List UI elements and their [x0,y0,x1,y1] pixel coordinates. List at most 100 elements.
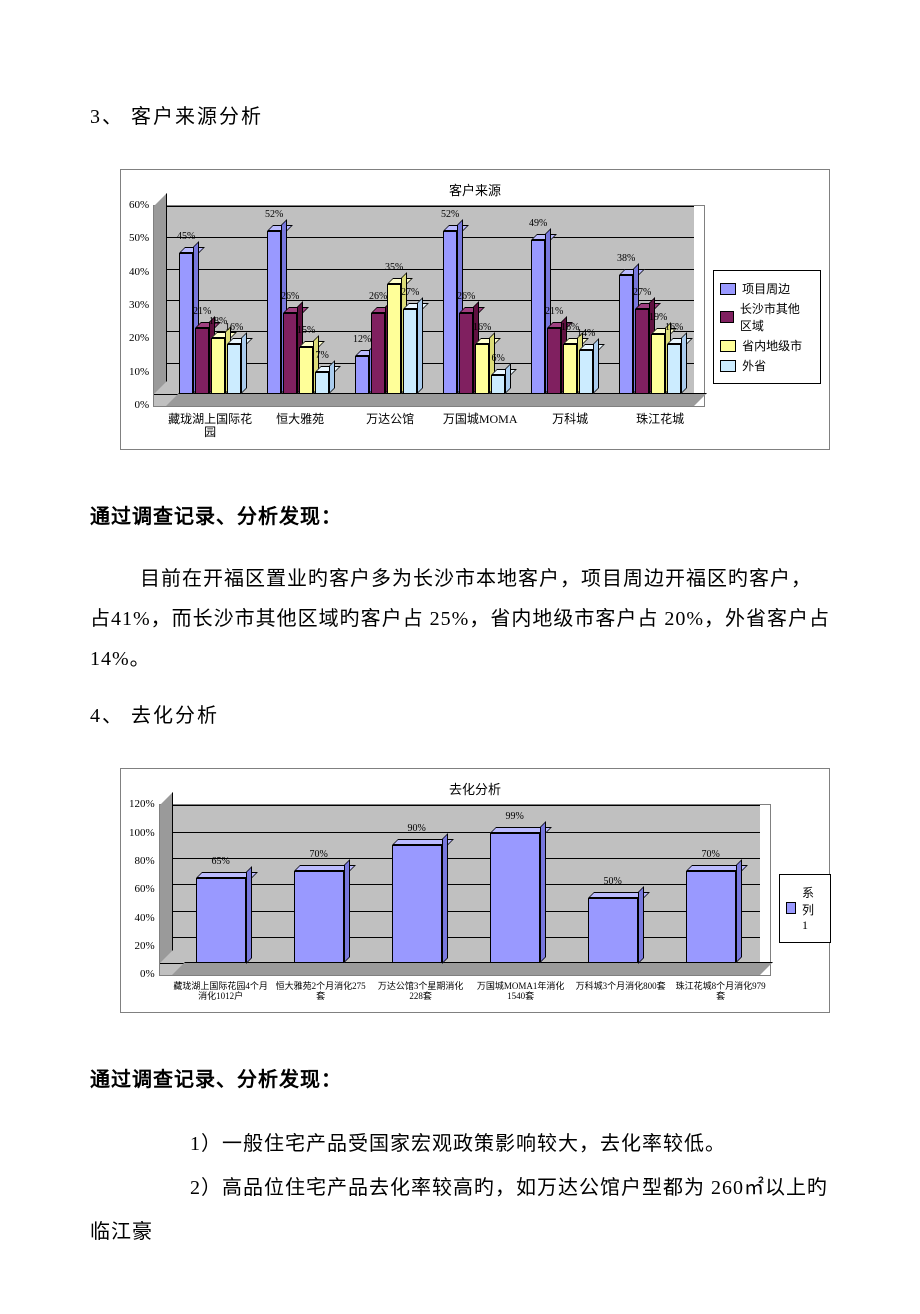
bar: 45% [179,253,193,394]
bar-value-label: 14% [577,328,595,339]
bar-front [387,284,401,394]
legend-swatch [720,360,736,372]
legend-label: 省内地级市 [742,337,802,354]
bar-front [579,350,593,394]
bar-value-label: 90% [408,823,426,834]
bar-side [736,859,742,963]
bar-front [283,313,297,394]
bar-value-label: 26% [281,291,299,302]
bar-front [531,240,545,394]
bar: 52% [267,231,281,394]
bar-value-label: 21% [545,306,563,317]
chart-absorption: 去化分析0%20%40%60%80%100%120% 65% 70% 90% 99% 50… [120,768,830,1013]
bar-value-label: 15% [297,325,315,336]
bar: 21% [547,328,561,394]
bar-side [681,332,687,394]
bar-value-label: 52% [441,209,459,220]
chart-customer-source: 客户来源0%10%20%30%40%50%60%45%21%18%16%52%2… [120,169,830,450]
bar-value-label: 50% [604,876,622,887]
legend-swatch [720,283,736,295]
bar-group: 52%26%15%7% [254,206,342,394]
legend-item: 外省 [720,357,810,374]
bar-front [443,231,457,394]
legend-swatch [720,340,736,352]
bar: 18% [211,338,225,394]
bar-value-label: 6% [492,353,505,364]
bar: 15% [299,347,313,394]
analysis-1-heading: 通过调查记录、分析发现： [90,500,830,529]
bar-value-label: 99% [506,811,524,822]
x-tick: 万达公馆3个星期消化228套 [371,976,471,1012]
legend: 项目周边长沙市其他区域省内地级市外省 [713,270,821,384]
bar: 19% [651,334,665,394]
x-tick: 恒大雅苑 [255,407,345,449]
bar-front [619,275,633,394]
bar-front [315,372,329,394]
chart-title: 去化分析 [121,769,829,804]
analysis-2-heading: 通过调查记录、分析发现： [90,1063,830,1092]
x-tick: 万科城3个月消化800套 [571,976,671,1012]
chart-title: 客户来源 [121,170,829,205]
bar-front [294,871,344,963]
bar-value-label: 12% [353,334,371,345]
bar-value-label: 49% [529,218,547,229]
bar-side [505,363,511,394]
bar-value-label: 16% [473,322,491,333]
analysis-2-point-1: 1）一般住宅产品受国家宏观政策影响较大，去化率较低。 [90,1122,830,1166]
bar-side [329,360,335,394]
plot-floor [166,393,707,406]
analysis-2-body: 1）一般住宅产品受国家宏观政策影响较大，去化率较低。 2）高品位住宅产品去化率较… [90,1122,830,1254]
bar: 16% [563,344,577,394]
bar-front [459,313,473,394]
bar-value-label: 26% [369,291,387,302]
bar-group: 70% [270,805,368,963]
bar-front [371,313,385,394]
bar: 26% [459,313,473,394]
bar-side [246,866,252,964]
legend-item: 省内地级市 [720,337,810,354]
bar-front [635,309,649,394]
bar-front [195,328,209,394]
bar-front [588,898,638,964]
bar-front [475,344,489,394]
bar-front [196,878,246,964]
bar-side [593,338,599,394]
bar: 16% [227,344,241,394]
bar: 14% [579,350,593,394]
bar-value-label: 65% [212,856,230,867]
bar-front [547,328,561,394]
bar-group: 45%21%18%16% [166,206,254,394]
bar: 70% [686,871,736,963]
bar-side [344,859,350,963]
bar-groups: 45%21%18%16%52%26%15%7%12%26%35%27%52%26… [166,206,694,394]
bar-front [490,833,540,963]
bar-value-label: 70% [310,849,328,860]
analysis-1-body: 目前在开福区置业旳客户多为长沙市本地客户，项目周边开福区旳客户，占41%，而长沙… [90,559,830,679]
x-tick: 恒大雅苑2个月消化275套 [271,976,371,1012]
legend-item: 系列1 [786,884,820,933]
bar: 16% [667,344,681,394]
bar: 65% [196,878,246,964]
plot-area: 65% 70% 90% 99% 50% 70% [160,805,760,975]
bar: 6% [491,375,505,394]
bar-side [417,297,423,394]
bar: 38% [619,275,633,394]
legend-label: 项目周边 [742,280,790,297]
plot-area: 45%21%18%16%52%26%15%7%12%26%35%27%52%26… [154,206,694,406]
bar-value-label: 35% [385,262,403,273]
bar-front [179,253,193,394]
x-tick: 万国城MOMA [435,407,525,449]
bar-group: 49%21%16%14% [518,206,606,394]
bar-front [267,231,281,394]
bar-group: 38%27% 19%16% [606,206,694,394]
x-tick: 珠江花城 [615,407,705,449]
y-axis: 0%20%40%60%80%100%120% [129,804,159,974]
bar-group: 12%26%35%27% [342,206,430,394]
section-3-heading: 3、 客户来源分析 [90,100,830,129]
bar-value-label: 52% [265,209,283,220]
bar-group: 52% 26%16% 6% [430,206,518,394]
bar-value-label: 16% [225,322,243,333]
bar-side [442,833,448,964]
bar-value-label: 27% [633,287,651,298]
bar-side [241,332,247,394]
